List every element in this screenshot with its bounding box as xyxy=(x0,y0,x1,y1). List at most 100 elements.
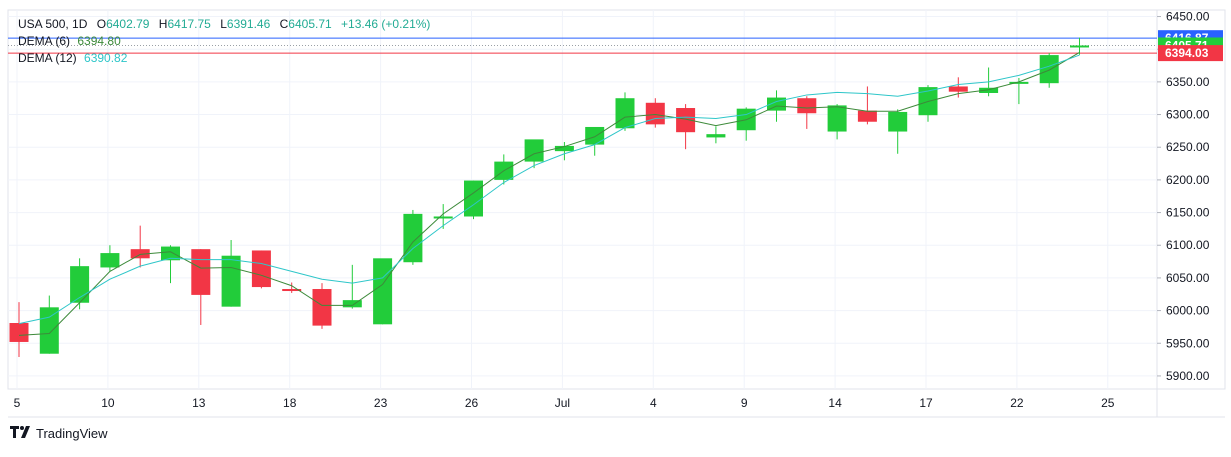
y-tick-label: 6350.00 xyxy=(1166,75,1210,89)
dema12-line xyxy=(18,54,1080,325)
open-value: 6402.79 xyxy=(106,17,150,31)
y-tick-label: 6200.00 xyxy=(1166,173,1210,187)
candle-body xyxy=(191,249,211,295)
candle xyxy=(403,209,423,265)
candle xyxy=(282,282,302,293)
candle-body xyxy=(979,87,999,93)
candle-body xyxy=(100,253,120,268)
candle xyxy=(100,245,120,272)
ohlc-row: USA 500, 1D O6402.79 H6417.75 L6391.46 C… xyxy=(18,16,430,33)
candle xyxy=(888,109,908,154)
x-tick-label: 22 xyxy=(1010,396,1024,410)
candle-body xyxy=(645,102,665,125)
x-tick-label: 4 xyxy=(650,396,657,410)
y-tick-label: 6300.00 xyxy=(1166,108,1210,122)
candle-body xyxy=(312,289,332,326)
candle-body xyxy=(857,110,877,122)
candle xyxy=(191,249,211,325)
y-tick-label: 6000.00 xyxy=(1166,304,1210,318)
candle xyxy=(645,98,665,128)
y-tick-label: 6050.00 xyxy=(1166,271,1210,285)
candle-body xyxy=(373,258,393,325)
price-label-bg xyxy=(1158,45,1223,62)
x-tick-label: 9 xyxy=(741,396,748,410)
x-tick-label: 18 xyxy=(283,396,297,410)
candle xyxy=(312,283,332,329)
candle-body xyxy=(342,300,362,308)
candle xyxy=(221,240,241,307)
close-key: C xyxy=(279,17,289,31)
candle-body xyxy=(676,108,696,133)
dema12-value: 6390.82 xyxy=(84,51,128,65)
dema12-label: DEMA (12) xyxy=(18,51,77,65)
candle xyxy=(433,204,453,229)
candle-body xyxy=(948,86,968,92)
dema6-row[interactable]: DEMA (6) 6394.80 xyxy=(18,33,430,50)
change-value: +13.46 (+0.21%) xyxy=(341,17,431,31)
high-value: 6417.75 xyxy=(167,17,211,31)
candle-body xyxy=(403,213,423,263)
candle xyxy=(1070,37,1089,55)
x-tick-label: 13 xyxy=(192,396,206,410)
close-value: 6405.71 xyxy=(288,17,332,31)
brand-name: TradingView xyxy=(36,426,108,441)
x-tick-label: 23 xyxy=(374,396,388,410)
candle-body xyxy=(1039,55,1059,84)
price-label: 6394.03 xyxy=(1165,46,1209,60)
tradingview-brand[interactable]: TradingView xyxy=(10,426,108,441)
candle xyxy=(706,126,726,144)
dema6-value: 6394.80 xyxy=(77,34,121,48)
candle-body xyxy=(251,250,271,288)
candle-body xyxy=(130,249,150,259)
x-tick-label: 10 xyxy=(101,396,115,410)
candle xyxy=(585,126,605,156)
candle-body xyxy=(39,307,59,354)
candle xyxy=(9,302,29,357)
candle-body xyxy=(585,126,605,145)
x-tick-label: 14 xyxy=(828,396,842,410)
candle-body xyxy=(615,98,635,129)
candle-body xyxy=(827,105,847,132)
y-tick-label: 6450.00 xyxy=(1166,10,1210,24)
tradingview-logo-icon xyxy=(10,426,32,441)
candle xyxy=(373,258,393,325)
high-key: H xyxy=(158,17,168,31)
candle xyxy=(70,258,90,310)
candle-body xyxy=(1070,45,1089,48)
candle-body xyxy=(221,255,241,307)
candle xyxy=(554,141,574,161)
candle-body xyxy=(9,323,29,342)
candle-body xyxy=(524,139,544,162)
x-tick-label: 25 xyxy=(1101,396,1115,410)
candle xyxy=(251,250,271,289)
x-tick-label: 5 xyxy=(14,396,21,410)
candle xyxy=(39,295,59,354)
x-tick-label: 26 xyxy=(465,396,479,410)
candle-body xyxy=(554,145,574,152)
dema6-line xyxy=(18,52,1080,336)
candle xyxy=(736,107,756,141)
x-tick-label: 17 xyxy=(919,396,933,410)
candle xyxy=(857,86,877,125)
y-tick-label: 6250.00 xyxy=(1166,140,1210,154)
candle xyxy=(827,104,847,140)
dema12-row[interactable]: DEMA (12) 6390.82 xyxy=(18,50,430,67)
candle xyxy=(342,264,362,309)
candle xyxy=(130,225,150,268)
chart-legend: USA 500, 1D O6402.79 H6417.75 L6391.46 C… xyxy=(18,16,430,67)
low-value: 6391.46 xyxy=(226,17,271,31)
symbol-label: USA 500, 1D xyxy=(18,17,88,31)
candle-body xyxy=(282,289,302,292)
candle xyxy=(797,96,817,129)
low-key: L xyxy=(220,17,227,31)
y-tick-label: 5950.00 xyxy=(1166,336,1210,350)
candle-body xyxy=(1009,81,1029,84)
candle xyxy=(676,104,696,150)
y-tick-label: 5900.00 xyxy=(1166,369,1210,383)
candle-body xyxy=(706,134,726,138)
y-tick-label: 6150.00 xyxy=(1166,206,1210,220)
candle-body xyxy=(797,98,817,114)
dema6-label: DEMA (6) xyxy=(18,34,71,48)
